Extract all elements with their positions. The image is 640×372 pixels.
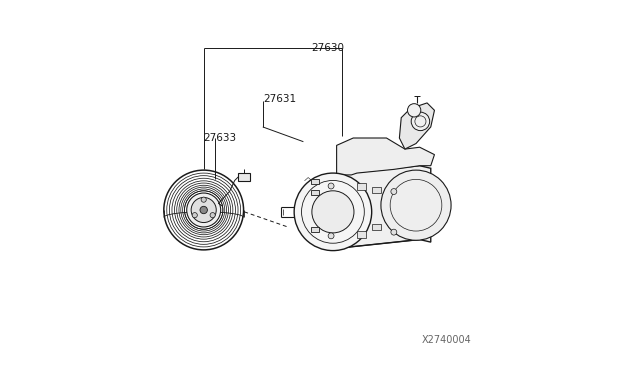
FancyBboxPatch shape: [372, 187, 381, 193]
Text: 27633: 27633: [204, 133, 237, 143]
Circle shape: [312, 191, 354, 233]
FancyBboxPatch shape: [357, 183, 366, 190]
Circle shape: [408, 104, 420, 117]
Polygon shape: [399, 103, 435, 149]
Text: X2740004: X2740004: [422, 335, 472, 345]
Circle shape: [210, 212, 215, 218]
Circle shape: [381, 170, 451, 240]
FancyBboxPatch shape: [311, 190, 319, 195]
Circle shape: [191, 198, 216, 222]
Polygon shape: [333, 166, 431, 249]
Text: 27630: 27630: [311, 42, 344, 52]
Circle shape: [391, 229, 397, 235]
FancyBboxPatch shape: [239, 173, 250, 181]
Circle shape: [328, 183, 334, 189]
FancyBboxPatch shape: [311, 179, 319, 184]
Circle shape: [200, 206, 207, 214]
Circle shape: [391, 189, 397, 195]
Circle shape: [328, 233, 334, 239]
FancyBboxPatch shape: [311, 227, 319, 232]
FancyBboxPatch shape: [357, 231, 366, 238]
Text: 27631: 27631: [263, 94, 296, 104]
Polygon shape: [337, 138, 435, 175]
Circle shape: [187, 193, 221, 227]
Circle shape: [411, 112, 429, 131]
Circle shape: [201, 197, 206, 202]
FancyBboxPatch shape: [372, 224, 381, 230]
Circle shape: [294, 173, 372, 251]
Circle shape: [192, 212, 197, 218]
